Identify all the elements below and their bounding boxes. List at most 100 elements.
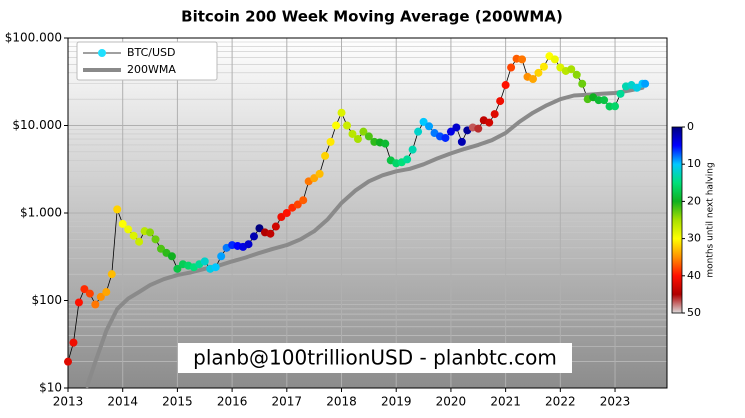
price-point [277,213,286,222]
price-point [452,123,461,132]
price-point [474,124,483,133]
price-point [124,225,133,234]
price-point [419,117,428,126]
price-point [102,288,111,297]
price-point [381,139,390,148]
annotation-box [178,343,572,373]
price-point [69,338,78,347]
price-point [315,169,324,178]
colorbar [671,126,683,314]
price-point [457,137,466,146]
x-tick-label: 2020 [436,395,467,409]
price-point [414,127,423,136]
x-tick-label: 2023 [600,395,631,409]
price-point [107,270,116,279]
price-point [146,228,155,237]
price-point [244,240,253,249]
price-point [353,135,362,144]
x-tick-label: 2017 [272,395,303,409]
price-point [332,121,341,130]
price-point [348,129,357,138]
chart-title: Bitcoin 200 Week Moving Average (200WMA) [181,8,563,26]
price-point [118,219,127,228]
price-point [337,108,346,117]
price-point [74,298,83,307]
price-point [408,145,417,154]
y-tick-label: $10.000 [12,118,62,132]
x-tick-label: 2013 [53,395,84,409]
price-point [129,231,138,240]
price-point [173,264,182,273]
colorbar-tick-label: 20 [687,194,701,207]
price-point [364,132,373,141]
price-point [441,133,450,142]
y-tick-label: $100.000 [5,31,62,45]
y-tick-label: $1.000 [20,206,62,220]
colorbar-tick-label: 50 [687,306,701,319]
colorbar-label: months until next halving [706,162,716,277]
price-point [135,237,144,246]
price-point [200,257,209,266]
price-point [507,63,516,72]
price-point [616,89,625,98]
plot-frame [67,37,668,389]
price-point [359,127,368,136]
price-point [64,357,72,366]
legend-marker [98,49,106,57]
price-point [600,96,609,105]
x-tick-label: 2021 [490,395,521,409]
price-point [255,224,264,233]
price-point [96,292,105,301]
x-tick-label: 2019 [381,395,412,409]
price-point [266,229,275,238]
x-tick-label: 2022 [545,395,576,409]
price-point [282,209,291,217]
price-point [91,300,100,309]
legend-label: 200WMA [127,63,176,76]
x-tick-label: 2016 [217,395,248,409]
price-point [550,55,559,64]
price-point [572,70,581,79]
price-point [594,96,603,105]
price-point [321,151,330,160]
price-point [85,289,94,298]
price-point [425,122,434,131]
price-point [446,127,455,136]
price-point [539,62,548,71]
price-point [501,81,510,90]
annotation: planb@100trillionUSD - planbtc.com [193,346,557,370]
price-point [310,174,319,183]
y-tick-label: $100 [31,293,62,307]
x-tick-label: 2014 [107,395,138,409]
price-point [293,200,302,209]
price-point [496,97,505,106]
price-point [534,68,543,77]
price-point [567,65,576,74]
price-point [217,252,226,261]
price-point [80,285,89,294]
wma-line [85,85,645,389]
price-point [167,252,176,261]
colorbar-tick-label: 40 [687,269,701,282]
price-point [528,74,537,83]
price-point [490,110,499,119]
x-tick-label: 2018 [326,395,357,409]
price-point [249,232,258,241]
price-point [403,155,412,164]
price-point [611,102,620,111]
price-point [271,222,280,231]
price-point [485,118,494,127]
colorbar-tick-label: 10 [687,157,701,170]
price-point [326,137,335,146]
price-point [156,244,165,253]
legend-label: BTC/USD [127,46,176,59]
price-point [211,263,220,272]
price-point [151,235,160,244]
price-point [641,79,650,88]
colorbar-tick-label: 0 [687,120,694,133]
x-tick-label: 2015 [162,395,193,409]
price-point [578,79,587,88]
price-point [342,121,351,130]
colorbar-tick-label: 30 [687,232,701,245]
